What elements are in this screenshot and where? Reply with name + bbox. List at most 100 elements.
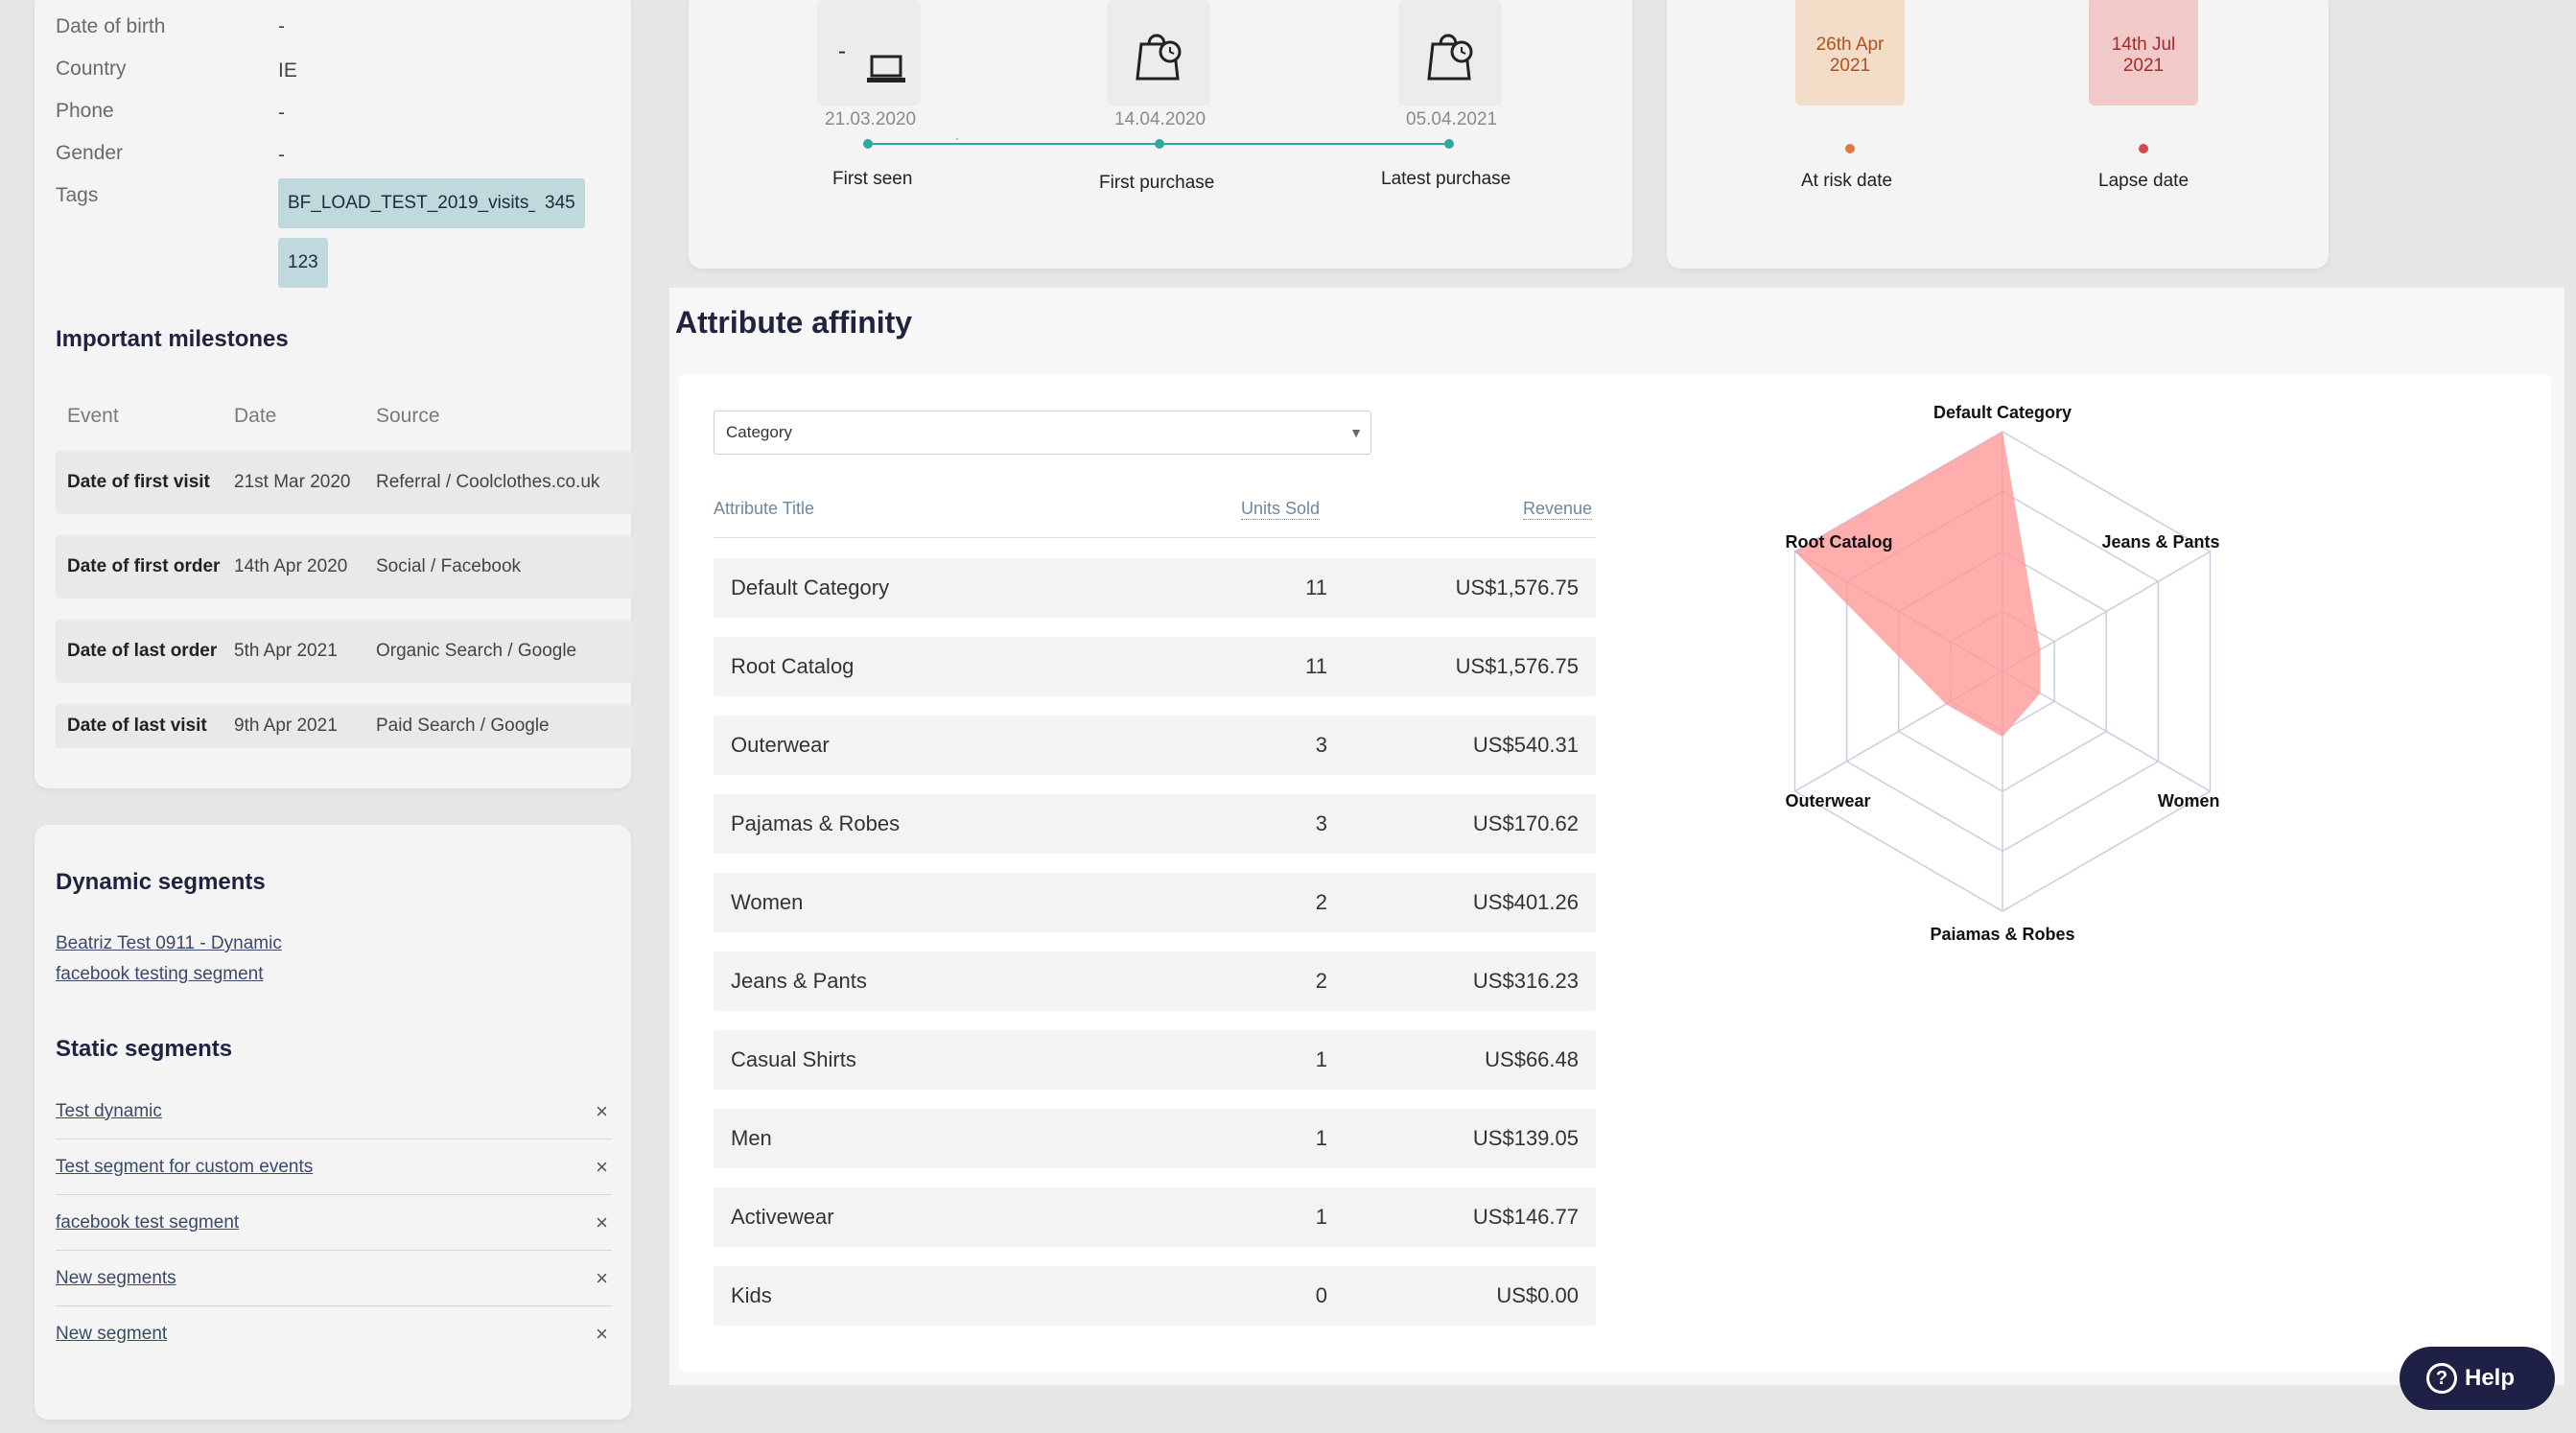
col-header-title: Attribute Title: [714, 499, 815, 518]
close-icon[interactable]: ×: [596, 1265, 608, 1290]
field-value: -: [278, 15, 285, 37]
cell-title: Men: [731, 1126, 772, 1150]
cell-revenue: US$170.62: [1472, 811, 1579, 835]
close-icon[interactable]: ×: [596, 1322, 608, 1346]
table-header-divider: [714, 537, 1596, 538]
col-header-revenue[interactable]: Revenue: [1523, 499, 1593, 520]
cell-revenue: US$1,576.75: [1455, 576, 1579, 599]
cell-title: Outerwear: [731, 733, 830, 757]
tag-badge[interactable]: BF_LOAD_TEST_2019_visits_A: [278, 178, 561, 228]
cell-title: Jeans & Pants: [731, 969, 867, 993]
first-purchase-box: [1107, 0, 1210, 106]
cell-revenue: US$540.31: [1472, 733, 1579, 757]
latest-purchase-date: 05.04.2021: [1406, 109, 1498, 129]
radar-axis-label: Default Category: [1933, 403, 2072, 422]
static-segment-link[interactable]: facebook test segment: [56, 1211, 240, 1233]
latest-purchase-box: [1398, 0, 1502, 106]
tag-badge[interactable]: 123: [278, 238, 328, 288]
static-segment-link[interactable]: Test dynamic: [56, 1100, 162, 1121]
milestone-date: 21st Mar 2020: [234, 472, 351, 492]
radar-series-area: [1794, 432, 2041, 738]
cell-units: 2: [1315, 890, 1327, 914]
cell-title: Root Catalog: [731, 654, 855, 678]
radar-point: [2002, 736, 2003, 738]
table-row: Activewear 1 US$146.77: [714, 1187, 1596, 1247]
cell-units: 0: [1315, 1283, 1327, 1307]
close-icon[interactable]: ×: [596, 1098, 608, 1123]
col-header-units[interactable]: Units Sold: [1241, 499, 1321, 520]
field-value: IE: [278, 59, 297, 82]
milestone-source: Organic Search / Google: [376, 641, 577, 661]
tag-badge[interactable]: 345: [535, 178, 585, 228]
chevron-down-icon: ▼: [1349, 425, 1363, 440]
static-segment-link[interactable]: New segment: [56, 1324, 168, 1344]
milestones-header-source: Source: [376, 405, 440, 427]
risk-card: 26th Apr 2021 14th Jul 2021 At risk date…: [1667, 0, 2329, 269]
static-segment-link[interactable]: New segments: [56, 1267, 176, 1288]
static-segment-link[interactable]: Test segment for custom events: [56, 1156, 314, 1177]
first-purchase-label: First purchase: [1099, 173, 1215, 193]
static-segment-row: Test segment for custom events ×: [56, 1139, 612, 1195]
dynamic-segment-link[interactable]: Beatriz Test 0911 - Dynamic facebook tes…: [56, 933, 282, 984]
cell-revenue: US$139.05: [1472, 1126, 1579, 1150]
field-value: -: [278, 144, 285, 166]
static-segments-title: Static segments: [56, 1036, 233, 1062]
at-risk-date-badge: 26th Apr 2021: [1795, 0, 1905, 106]
help-label: Help: [2465, 1365, 2516, 1391]
milestone-date: 5th Apr 2021: [234, 641, 338, 661]
help-button[interactable]: ? Help: [2400, 1347, 2555, 1410]
attribute-affinity-body: Category ▼ Attribute Title Units Sold Re…: [679, 374, 2551, 1372]
cell-revenue: US$146.77: [1472, 1205, 1579, 1229]
milestone-source: Referral / Coolclothes.co.uk: [376, 472, 600, 492]
milestone-row: Date of last visit 9th Apr 2021 Paid Sea…: [56, 704, 633, 748]
radar-point: [1945, 703, 1947, 705]
dynamic-segments-title: Dynamic segments: [56, 869, 266, 895]
lapse-dot: [2139, 144, 2148, 153]
static-segment-row: Test dynamic ×: [56, 1084, 612, 1139]
first-purchase-date: 14.04.2020: [1114, 109, 1206, 129]
cell-units: 2: [1315, 969, 1327, 993]
cell-title: Activewear: [731, 1205, 834, 1229]
cell-title: Pajamas & Robes: [731, 811, 901, 835]
table-row: Men 1 US$139.05: [714, 1109, 1596, 1168]
radar-point: [2039, 648, 2041, 650]
table-row: Pajamas & Robes 3 US$170.62: [714, 794, 1596, 854]
static-segment-row: New segment ×: [56, 1306, 612, 1362]
milestone-event: Date of last visit: [67, 716, 207, 736]
attribute-affinity-panel: Attribute affinity Category ▼ Attribute …: [669, 288, 2564, 1385]
field-label: Phone: [56, 100, 114, 122]
radar-axis-label: Paiamas & Robes: [1930, 925, 2074, 944]
cell-revenue: US$316.23: [1472, 969, 1579, 993]
attribute-select[interactable]: Category ▼: [714, 411, 1371, 455]
static-segment-row: New segments ×: [56, 1251, 612, 1306]
close-icon[interactable]: ×: [596, 1210, 608, 1234]
first-seen-box-text: -: [838, 38, 846, 64]
close-icon[interactable]: ×: [596, 1154, 608, 1179]
timeline-dot: [1155, 139, 1164, 149]
table-row: Root Catalog 11 US$1,576.75: [714, 637, 1596, 696]
milestones-header-event: Event: [67, 405, 119, 427]
milestone-source: Social / Facebook: [376, 556, 522, 576]
field-label: Tags: [56, 184, 99, 206]
radar-axis-label: Women: [2158, 791, 2220, 810]
milestone-row: Date of first visit 21st Mar 2020 Referr…: [56, 451, 633, 514]
question-circle-icon: ?: [2426, 1363, 2457, 1394]
at-risk-dot: [1845, 144, 1855, 153]
cell-units: 1: [1315, 1047, 1327, 1071]
timeline-dot: [1444, 139, 1454, 149]
milestone-event: Date of last order: [67, 641, 218, 661]
milestones-header-date: Date: [234, 405, 277, 427]
attribute-select-value: Category: [726, 423, 792, 441]
radar-axis-label: Jeans & Pants: [2101, 532, 2219, 552]
latest-purchase-label: Latest purchase: [1381, 169, 1511, 189]
at-risk-label: At risk date: [1801, 171, 1893, 191]
affinity-radar-chart: Default Category Jeans & Pants Women Paiama…: [1785, 403, 2220, 944]
shopping-bag-icon: [1136, 34, 1182, 81]
cell-units: 1: [1315, 1126, 1327, 1150]
radar-axis-label: Root Catalog: [1785, 532, 1892, 552]
table-row: Default Category 11 US$1,576.75: [714, 558, 1596, 618]
timeline-card: - 21.03.2020 14.04.2020 05.04.2021 First…: [689, 0, 1632, 269]
table-row: Outerwear 3 US$540.31: [714, 716, 1596, 775]
milestone-source: Paid Search / Google: [376, 716, 550, 736]
first-seen-date: 21.03.2020: [825, 109, 917, 129]
